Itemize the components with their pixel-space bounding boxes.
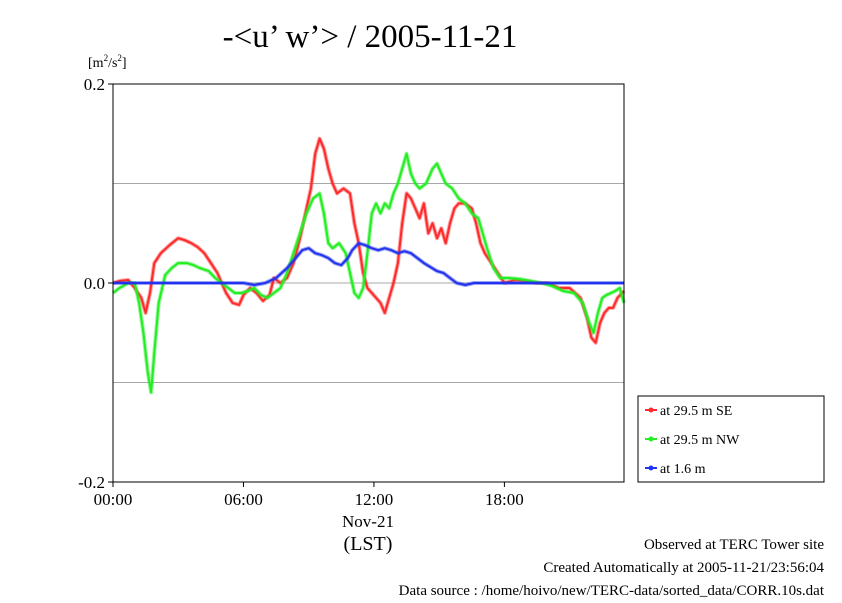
x-tick-label-1: 06:00 [224,490,263,509]
series-lines [111,136,626,395]
y-tick-label-0: 0.2 [84,75,105,94]
legend-item-0: at 29.5 m SE [645,404,732,419]
footer: Observed at TERC Tower site Created Auto… [399,534,824,603]
series-0-line [112,137,625,344]
legend-marker-1 [648,436,654,442]
legend-item-1: at 29.5 m NW [645,433,740,448]
series-1-line [112,152,625,394]
x-tick-label-0: 00:00 [94,490,133,509]
x-date-label: Nov-21 [342,512,394,531]
footer-source: Data source : /home/hoivo/new/TERC-data/… [398,583,824,599]
series-0 [112,136,626,345]
legend-label-0: at 29.5 m SE [660,404,732,419]
x-axis: 00:00 06:00 12:00 18:00 [94,482,524,509]
legend-marker-0 [648,407,654,413]
series-1 [111,151,626,395]
legend-item-2: at 1.6 m [645,462,706,477]
x-axis-label: (LST) [344,533,393,555]
footer-site: Observed at TERC Tower site [643,537,824,553]
series-2 [113,241,624,287]
legend-marker-2 [648,465,654,471]
chart-title: -<u’ w’> / 2005-11-21 [223,19,518,55]
y-tick-label-2: -0.2 [78,473,105,492]
x-tick-label-2: 12:00 [355,490,394,509]
series-2-line [113,242,624,286]
y-axis-label: [m2/s2] [88,53,127,71]
legend-label-1: at 29.5 m NW [660,433,740,448]
y-tick-label-1: 0.0 [84,274,105,293]
legend: at 29.5 m SE at 29.5 m NW at 1.6 m [637,395,825,483]
series-1-band [111,151,626,395]
y-axis: 0.2 0.0 -0.2 [78,75,113,492]
legend-box [637,395,825,483]
x-tick-label-3: 18:00 [485,490,524,509]
footer-created: Created Automatically at 2005-11-21/23:5… [543,560,824,576]
legend-label-2: at 1.6 m [660,462,706,477]
